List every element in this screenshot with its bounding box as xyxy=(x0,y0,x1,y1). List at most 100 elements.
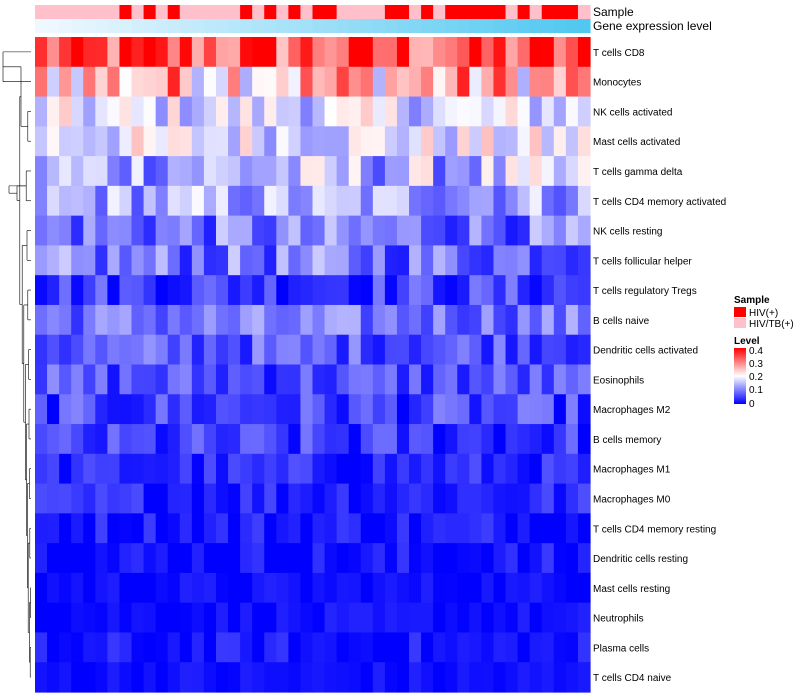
sample-annotation-cell xyxy=(360,5,374,19)
heatmap-cell xyxy=(469,632,483,663)
heatmap-cell xyxy=(228,304,241,336)
heatmap-cell xyxy=(529,483,543,514)
heatmap-cell xyxy=(95,215,108,247)
heatmap-cell xyxy=(421,37,434,68)
heatmap-cell xyxy=(553,126,567,157)
heatmap-cell xyxy=(336,662,350,693)
heatmap-cell xyxy=(95,394,108,425)
heatmap-cell xyxy=(83,275,96,306)
heatmap-cell xyxy=(71,156,84,187)
heatmap-cell xyxy=(179,483,193,514)
heatmap-cell xyxy=(119,334,133,366)
heatmap-cell xyxy=(396,453,410,485)
heatmap-cell xyxy=(143,662,157,693)
heatmap-cell xyxy=(215,37,229,68)
heatmap-cell xyxy=(252,304,265,336)
heatmap-cell xyxy=(264,37,277,68)
heatmap-cell xyxy=(493,394,507,425)
heatmap-cell xyxy=(384,37,398,68)
heatmap-cell xyxy=(288,334,302,366)
heatmap-cell xyxy=(143,364,157,395)
heatmap-cell xyxy=(300,37,314,68)
heatmap-cell xyxy=(179,513,193,544)
heatmap-cell xyxy=(83,602,96,634)
heatmap-cell xyxy=(191,364,205,395)
heatmap-cell xyxy=(47,632,60,663)
heatmap-cell xyxy=(300,126,314,157)
heatmap-cell xyxy=(517,453,531,485)
row-label: Mast cells resting xyxy=(593,584,670,595)
heatmap-cell xyxy=(179,543,193,574)
heatmap-cell xyxy=(191,126,205,157)
heatmap-cell xyxy=(47,66,60,98)
heatmap-cell xyxy=(396,543,410,574)
heatmap-cell xyxy=(131,275,145,306)
heatmap-cell xyxy=(155,394,169,425)
sample-annotation-cell xyxy=(336,5,350,19)
heatmap-cell xyxy=(541,394,555,425)
heatmap-cell xyxy=(445,543,458,574)
heatmap-cell xyxy=(469,126,483,157)
sample-annotation-cell xyxy=(179,5,193,19)
heatmap-cell xyxy=(35,96,48,127)
heatmap-cell xyxy=(276,424,289,455)
heatmap-cell xyxy=(252,453,265,485)
heatmap-cell xyxy=(336,483,350,514)
heatmap-cell xyxy=(71,424,84,455)
heatmap-cell xyxy=(360,96,374,127)
heatmap-cell xyxy=(360,66,374,98)
heatmap-cell xyxy=(71,37,84,68)
heatmap-cell xyxy=(324,215,338,247)
heatmap-cell xyxy=(493,96,507,127)
heatmap-cell xyxy=(421,513,434,544)
heatmap-cell xyxy=(421,572,434,604)
heatmap-cell xyxy=(445,394,458,425)
heatmap-cell xyxy=(191,185,205,217)
expression-annotation-cell xyxy=(529,19,543,33)
heatmap-cell xyxy=(215,245,229,276)
heatmap-cell xyxy=(264,572,277,604)
heatmap-cell xyxy=(240,364,253,395)
sample-annotation-cell xyxy=(445,5,458,19)
heatmap-cell xyxy=(95,245,108,276)
heatmap-cell xyxy=(83,304,96,336)
heatmap-cell xyxy=(240,275,253,306)
heatmap-cell xyxy=(59,96,72,127)
heatmap-cell xyxy=(324,334,338,366)
heatmap-cell xyxy=(143,185,157,217)
heatmap-cell xyxy=(324,185,338,217)
expression-annotation-cell xyxy=(300,19,314,33)
sample-annotation-cell xyxy=(481,5,495,19)
heatmap-cell xyxy=(264,215,277,247)
heatmap-cell xyxy=(264,245,277,276)
heatmap-cell xyxy=(252,185,265,217)
heatmap-cell xyxy=(143,572,157,604)
heatmap-cell xyxy=(445,572,458,604)
heatmap-cell xyxy=(300,245,314,276)
heatmap-cell xyxy=(553,513,567,544)
heatmap-cell xyxy=(396,334,410,366)
row-label: Dendritic cells resting xyxy=(593,554,688,565)
heatmap-cell xyxy=(433,364,446,395)
heatmap-cell xyxy=(421,483,434,514)
heatmap-cell xyxy=(288,483,302,514)
heatmap-cell xyxy=(288,662,302,693)
heatmap-cell xyxy=(131,394,145,425)
heatmap-cell xyxy=(228,453,241,485)
heatmap-cell xyxy=(324,96,338,127)
heatmap-cell xyxy=(505,364,519,395)
heatmap-cell xyxy=(469,275,483,306)
heatmap-cell xyxy=(288,66,302,98)
heatmap-cell xyxy=(83,37,96,68)
heatmap-cell xyxy=(517,483,531,514)
heatmap-cell xyxy=(143,245,157,276)
heatmap-cell xyxy=(119,215,133,247)
heatmap-cell xyxy=(203,662,217,693)
sample-annotation-cell xyxy=(324,5,338,19)
sample-annotation-cell xyxy=(469,5,483,19)
sample-annotation-cell xyxy=(155,5,169,19)
heatmap-cell xyxy=(384,66,398,98)
heatmap-cell xyxy=(445,275,458,306)
heatmap-cell xyxy=(228,275,241,306)
heatmap-cell xyxy=(167,96,181,127)
